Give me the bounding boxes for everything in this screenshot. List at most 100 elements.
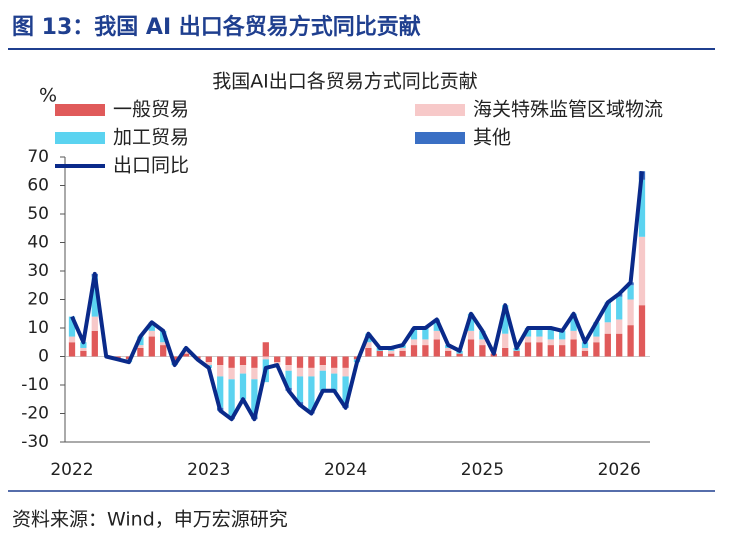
bar-segment — [148, 336, 155, 357]
bar-segment — [365, 347, 372, 357]
y-axis-label: % — [39, 85, 57, 107]
bar-segment — [593, 342, 600, 357]
bar-segment — [399, 350, 406, 357]
bar-segment — [547, 339, 554, 346]
bar-segment — [616, 296, 623, 320]
bar-segment — [581, 350, 589, 357]
bar-segment — [502, 347, 509, 357]
bar-segment — [388, 350, 395, 354]
y-tick-label: 20 — [27, 290, 49, 310]
bar-segment — [342, 367, 349, 377]
x-tick-label: 2023 — [187, 460, 230, 480]
bar-segment — [445, 347, 452, 351]
x-tick-label: 2024 — [324, 460, 367, 480]
bar-segment — [274, 356, 281, 363]
bar-segment — [342, 356, 349, 368]
bar-segment — [559, 330, 566, 340]
bar-segment — [456, 353, 463, 357]
bar-segment — [308, 356, 315, 368]
line-series — [70, 171, 644, 422]
bar-segment — [570, 339, 577, 357]
bar-segment — [410, 345, 418, 357]
y-tick-label: -30 — [21, 432, 49, 452]
bar-segment — [536, 328, 543, 337]
bar-segment — [604, 302, 611, 323]
bar-segment — [68, 336, 76, 343]
chart-title: 我国AI出口各贸易方式同比贡献 — [212, 71, 478, 93]
legend-label: 一般贸易 — [113, 99, 189, 121]
bar-segment — [593, 336, 600, 343]
bar-segment — [251, 356, 258, 368]
legend-label: 海关特殊监管区域物流 — [473, 99, 663, 121]
bar-segment — [422, 339, 429, 346]
bar-segment — [467, 313, 475, 331]
header-title: 图 13：我国 AI 出口各贸易方式同比贡献 — [12, 14, 421, 40]
bar-segment — [616, 333, 623, 357]
bar-segment — [570, 330, 577, 340]
bar-segment — [422, 328, 429, 340]
bar-segment — [581, 347, 589, 351]
bar-segment — [182, 353, 190, 357]
bar-segment — [160, 345, 167, 357]
legend-swatch — [55, 132, 105, 144]
bar-segment — [91, 276, 98, 317]
bar-segment — [559, 339, 566, 346]
bar-segment — [593, 322, 600, 337]
bar-segment — [410, 339, 418, 346]
x-tick-label: 2025 — [461, 460, 504, 480]
bar-segment — [68, 316, 76, 337]
bar-segment — [308, 367, 315, 377]
bar-segment — [536, 336, 543, 343]
bar-segment — [262, 342, 269, 357]
bar-segment — [182, 350, 190, 354]
bar-segment — [91, 316, 98, 331]
bar-segment — [524, 336, 532, 343]
bar-segment — [251, 367, 258, 380]
bar-segment — [319, 356, 326, 366]
bar-segment — [570, 313, 577, 331]
bar-segment — [91, 330, 98, 357]
bar-segment — [604, 322, 611, 334]
bar-segment — [627, 285, 634, 300]
bar-segment — [342, 376, 349, 405]
bar-segment — [513, 350, 520, 357]
bar-segment — [445, 350, 452, 357]
y-tick-label: 70 — [27, 147, 49, 167]
bar-segment — [239, 365, 247, 374]
bar-segment — [251, 379, 258, 417]
bar-segment — [296, 376, 304, 403]
y-tick-label: -10 — [21, 375, 49, 395]
bar-segment — [616, 319, 623, 334]
bar-segment — [433, 330, 440, 340]
bar-segment — [376, 350, 383, 357]
bar-segment — [217, 356, 224, 366]
bar-segment — [331, 373, 338, 391]
bar-segment — [388, 353, 395, 357]
bar-segment — [479, 345, 486, 357]
bar-segment — [296, 367, 304, 377]
bar-segment — [285, 365, 292, 371]
bar-segment — [638, 236, 646, 306]
bar-segment — [524, 342, 532, 357]
bar-segment — [228, 367, 235, 380]
y-tick-label: 40 — [27, 233, 49, 253]
legend-label: 其他 — [473, 127, 511, 149]
y-tick-label: 0 — [38, 347, 49, 367]
bar-segment — [148, 322, 155, 331]
bar-segment — [262, 356, 269, 360]
bar-segment — [319, 365, 326, 371]
y-tick-label: 50 — [27, 204, 49, 224]
bar-segment — [410, 328, 418, 340]
bar-segment — [638, 305, 646, 357]
y-tick-label: 30 — [27, 261, 49, 281]
bar-segment — [627, 299, 634, 326]
bar-segment — [228, 379, 235, 417]
legend-label: 加工贸易 — [113, 127, 189, 149]
bar-segment — [638, 179, 646, 237]
bar-segment — [296, 356, 304, 368]
x-tick-label: 2022 — [50, 460, 93, 480]
y-tick-label: -20 — [21, 404, 49, 424]
bar-segment — [80, 350, 87, 357]
bar-segment — [627, 325, 634, 357]
